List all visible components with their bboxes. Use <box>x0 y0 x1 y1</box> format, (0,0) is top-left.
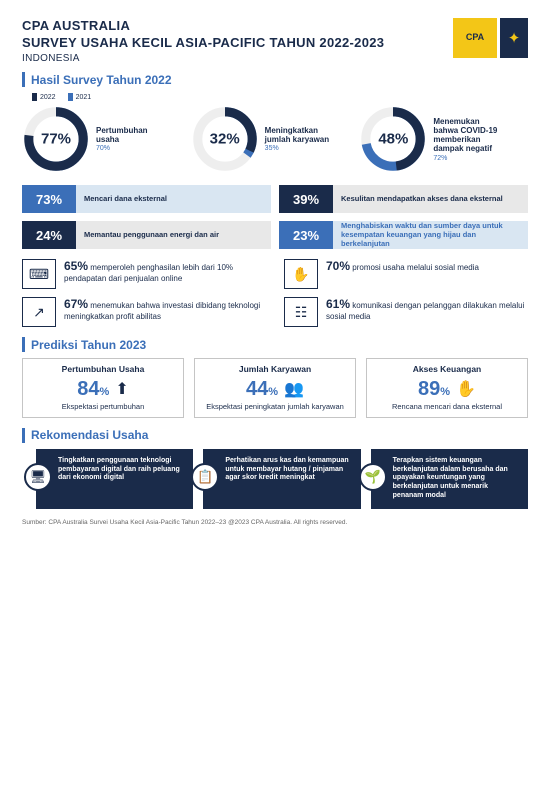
page-title: SURVEY USAHA KECIL ASIA-PACIFIC TAHUN 20… <box>22 35 453 51</box>
donut-label: Menemukan bahwa COVID-19 memberikan damp… <box>433 117 505 154</box>
fact-icon: ✋ <box>284 259 318 289</box>
donut-label: Pertumbuhan usaha <box>96 126 168 144</box>
donut-row: 77% Pertumbuhan usaha 70% 32% Meningkatk… <box>22 105 528 173</box>
donut-item: 77% Pertumbuhan usaha 70% <box>22 105 191 173</box>
stat-pct: 24% <box>22 221 76 249</box>
donut-chart: 32% <box>191 105 259 173</box>
recommendation-card: 🌱Terapkan sistem keuangan berkelanjutan … <box>371 449 528 509</box>
section-survey-results: Hasil Survey Tahun 2022 <box>22 72 528 87</box>
pred-pct: 44% <box>246 378 278 401</box>
stat-text: Memantau penggunaan energi dan air <box>76 221 271 249</box>
pred-icon: 👥 <box>284 379 304 399</box>
section-recommendations: Rekomendasi Usaha <box>22 428 528 443</box>
prediction-card: Jumlah Karyawan 44% 👥 Ekspektasi peningka… <box>194 358 356 418</box>
pred-pct: 84% <box>77 378 109 401</box>
org-name: CPA AUSTRALIA <box>22 18 453 33</box>
section-title: Rekomendasi Usaha <box>31 428 148 442</box>
stat-bar: 73%Mencari dana eksternal <box>22 185 271 213</box>
stat-bar: 39%Kesulitan mendapatkan akses dana ekst… <box>279 185 528 213</box>
donut-pct: 32% <box>210 131 240 148</box>
recommendation-card: 📋Perhatikan arus kas dan kemampuan untuk… <box>203 449 360 509</box>
fact-text: 70% promosi usaha melalui sosial media <box>326 259 479 273</box>
rec-icon: 🖥 <box>24 463 52 491</box>
prediction-card: Pertumbuhan Usaha 84% ⬆ Ekspektasi pertum… <box>22 358 184 418</box>
fact-text: 67% menemukan bahwa investasi dibidang t… <box>64 297 266 321</box>
stat-bar: 24%Memantau penggunaan energi dan air <box>22 221 271 249</box>
donut-label: Meningkatkan jumlah karyawan <box>265 126 337 144</box>
prediction-row: Pertumbuhan Usaha 84% ⬆ Ekspektasi pertum… <box>22 358 528 418</box>
recommendation-row: 🖥Tingkatkan penggunaan teknologi pembaya… <box>22 449 528 509</box>
fact-item: ✋ 70% promosi usaha melalui sosial media <box>284 259 528 289</box>
recommendation-card: 🖥Tingkatkan penggunaan teknologi pembaya… <box>36 449 193 509</box>
legend: 2022 2021 <box>32 93 528 101</box>
fact-text: 61% komunikasi dengan pelanggan dilakuka… <box>326 297 528 321</box>
section-title: Hasil Survey Tahun 2022 <box>31 73 172 87</box>
legend-2021: 2021 <box>76 94 92 101</box>
fact-grid: ⌨ 65% memperoleh penghasilan lebih dari 1… <box>22 259 528 327</box>
pred-sub: Rencana mencari dana eksternal <box>375 403 519 411</box>
rec-icon: 🌱 <box>359 463 387 491</box>
pred-icon: ⬆ <box>115 379 128 399</box>
logo: CPA ✦ <box>453 18 528 58</box>
footer-text: Sumber: CPA Australia Survei Usaha Kecil… <box>22 519 528 526</box>
donut-prev: 72% <box>433 155 505 162</box>
logo-badge: ✦ <box>500 18 528 58</box>
pred-heading: Pertumbuhan Usaha <box>31 365 175 374</box>
rec-text: Tingkatkan penggunaan teknologi pembayar… <box>58 457 185 483</box>
subtitle: INDONESIA <box>22 53 453 64</box>
prediction-card: Akses Keuangan 89% ✋ Rencana mencari dana… <box>366 358 528 418</box>
section-predictions: Prediksi Tahun 2023 <box>22 337 528 352</box>
fact-item: ↗ 67% menemukan bahwa investasi dibidang … <box>22 297 266 327</box>
stat-pct: 73% <box>22 185 76 213</box>
fact-text: 65% memperoleh penghasilan lebih dari 10… <box>64 259 266 283</box>
stat-text: Mencari dana eksternal <box>76 185 271 213</box>
stat-pct: 39% <box>279 185 333 213</box>
section-title: Prediksi Tahun 2023 <box>31 338 146 352</box>
donut-item: 48% Menemukan bahwa COVID-19 memberikan … <box>359 105 528 173</box>
donut-prev: 35% <box>265 145 337 152</box>
logo-cpa: CPA <box>453 18 497 58</box>
donut-pct: 77% <box>41 131 71 148</box>
stat-bar: 23%Menghabiskan waktu dan sumber daya un… <box>279 221 528 249</box>
stat-bars: 73%Mencari dana eksternal 39%Kesulitan me… <box>22 185 528 249</box>
rec-text: Perhatikan arus kas dan kemampuan untuk … <box>225 457 352 483</box>
donut-chart: 77% <box>22 105 90 173</box>
rec-icon: 📋 <box>191 463 219 491</box>
pred-icon: ✋ <box>456 379 476 399</box>
pred-sub: Ekspektasi peningkatan jumlah karyawan <box>203 403 347 411</box>
pred-heading: Jumlah Karyawan <box>203 365 347 374</box>
donut-chart: 48% <box>359 105 427 173</box>
donut-pct: 48% <box>378 131 408 148</box>
fact-item: ⌨ 65% memperoleh penghasilan lebih dari 1… <box>22 259 266 289</box>
legend-2022: 2022 <box>40 94 56 101</box>
rec-text: Terapkan sistem keuangan berkelanjutan d… <box>393 457 520 501</box>
pred-sub: Ekspektasi pertumbuhan <box>31 403 175 411</box>
fact-icon: ☷ <box>284 297 318 327</box>
stat-text: Kesulitan mendapatkan akses dana ekstern… <box>333 185 528 213</box>
fact-item: ☷ 61% komunikasi dengan pelanggan dilakuk… <box>284 297 528 327</box>
header: CPA AUSTRALIA SURVEY USAHA KECIL ASIA-PA… <box>22 18 528 64</box>
stat-pct: 23% <box>279 221 333 249</box>
donut-prev: 70% <box>96 145 168 152</box>
stat-text: Menghabiskan waktu dan sumber daya untuk… <box>333 221 528 249</box>
fact-icon: ↗ <box>22 297 56 327</box>
pred-pct: 89% <box>418 378 450 401</box>
pred-heading: Akses Keuangan <box>375 365 519 374</box>
fact-icon: ⌨ <box>22 259 56 289</box>
donut-item: 32% Meningkatkan jumlah karyawan 35% <box>191 105 360 173</box>
